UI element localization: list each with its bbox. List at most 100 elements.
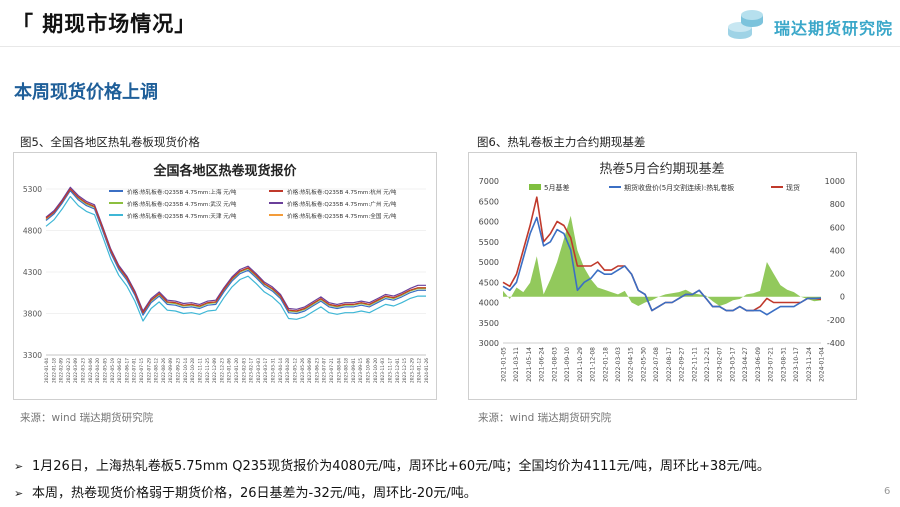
- x-tick-label: 2022-12-21: [704, 347, 711, 382]
- x-tick-label: 2021-08-03: [551, 347, 558, 382]
- x-tick-label: 2023-04-14: [278, 358, 284, 383]
- y-tick-label: 5500: [479, 238, 499, 247]
- y-tick-label: 6000: [479, 218, 499, 227]
- legend-swatch: [529, 184, 541, 190]
- figure-6-source: 来源：wind 瑞达期货研究院: [478, 412, 612, 424]
- y-tick-label: 5000: [479, 258, 499, 267]
- y2-tick-label: -200: [827, 316, 845, 325]
- x-tick-label: 2022-05-05: [102, 358, 108, 383]
- legend-label: 期货收盘价(5月交割连续):热轧卷板: [624, 183, 734, 192]
- x-tick-label: 2023-08-18: [344, 358, 350, 383]
- x-tick-label: 2023-12-01: [395, 358, 401, 383]
- x-tick-label: 2022-10-14: [183, 358, 189, 383]
- x-tick-label: 2022-09-27: [679, 347, 686, 382]
- logo-text: 瑞达期货研究院: [774, 19, 894, 38]
- figure-5-source: 来源：wind 瑞达期货研究院: [20, 412, 154, 424]
- basis-area: [503, 215, 821, 306]
- x-tick-label: 2022-09-23: [176, 358, 182, 383]
- x-tick-label: 2024-01-12: [417, 358, 423, 383]
- bullet-text: 1月26日，上海热轧卷板5.75mm Q235现货报价为4080元/吨，周环比+…: [32, 459, 770, 474]
- x-tick-label: 2022-01-18: [51, 358, 57, 383]
- y2-tick-label: 800: [830, 200, 845, 209]
- x-tick-label: 2022-02-23: [66, 358, 72, 383]
- x-tick-label: 2022-03-23: [81, 358, 87, 383]
- x-tick-label: 2022-11-25: [205, 358, 211, 383]
- section-title: 本周现货价格上调: [14, 82, 158, 103]
- x-tick-label: 2023-07-07: [322, 358, 328, 383]
- x-tick-label: 2022-08-12: [154, 358, 160, 383]
- y-tick-label: 3800: [23, 310, 42, 319]
- regional-spot-price-chart: 全国各地区热卷现货报价 5300 4800 4300 3800 33002022-01-0…: [23, 163, 430, 383]
- y-tick-label: 4300: [23, 268, 42, 277]
- legend-label: 价格:热轧板卷:Q235B 4.75mm:全国 元/吨: [287, 212, 397, 220]
- legend-label: 价格:热轧板卷:Q235B 4.75mm:杭州 元/吨: [287, 188, 397, 196]
- x-tick-label: 2022-02-09: [59, 358, 65, 383]
- figure-5-caption: 图5、全国各地区热轧卷板现货价格: [20, 135, 200, 149]
- bullet-item: ➢ 本周，热卷现货价格弱于期货价格，26日基差为-32元/吨，周环比-20元/吨。: [14, 482, 477, 501]
- x-tick-label: 2023-03-31: [271, 358, 277, 383]
- y-tick-label: 3300: [23, 351, 42, 360]
- x-tick-label: 2022-04-06: [88, 358, 94, 383]
- legend-label: 价格:热轧板卷:Q235B 4.75mm:天津 元/吨: [127, 212, 237, 220]
- x-tick-label: 2023-10-17: [793, 347, 800, 382]
- x-tick-label: 2023-11-24: [806, 347, 813, 382]
- y-tick-label: 4500: [479, 278, 499, 287]
- x-tick-label: 2022-07-01: [132, 358, 138, 383]
- x-tick-label: 2022-11-11: [691, 347, 698, 382]
- x-tick-label: 2022-04-20: [95, 358, 101, 383]
- chart-title: 全国各地区热卷现货报价: [152, 163, 297, 179]
- x-tick-label: 2023-06-09: [307, 358, 313, 383]
- y-tick-label: 3000: [479, 339, 499, 348]
- arrow-bullet-icon: ➢: [14, 487, 24, 500]
- x-tick-label: 2022-04-15: [628, 347, 635, 382]
- arrow-bullet-icon: ➢: [14, 460, 24, 473]
- y2-tick-label: 400: [830, 246, 845, 255]
- title-divider: [0, 46, 900, 47]
- x-tick-label: 2023-01-06: [227, 358, 233, 383]
- bullet-item: ➢ 1月26日，上海热轧卷板5.75mm Q235现货报价为4080元/吨，周环比…: [14, 455, 770, 474]
- x-tick-label: 2021-10-29: [577, 347, 584, 382]
- chart-title: 热卷5月合约期现基差: [599, 161, 724, 177]
- x-tick-label: 2021-05-14: [526, 347, 533, 382]
- legend-label: 价格:热轧板卷:Q235B 4.75mm:广州 元/吨: [287, 200, 397, 208]
- x-tick-label: 2022-07-08: [653, 347, 660, 382]
- x-tick-label: 2021-09-10: [564, 347, 571, 382]
- x-tick-label: 2022-12-23: [219, 358, 225, 383]
- x-tick-label: 2022-03-03: [615, 347, 622, 382]
- x-tick-label: 2023-07-21: [768, 347, 775, 382]
- y-tick-label: 6500: [479, 197, 499, 206]
- x-tick-label: 2023-09-01: [351, 358, 357, 383]
- x-tick-label: 2022-07-29: [146, 358, 152, 383]
- x-tick-label: 2023-10-06: [366, 358, 372, 383]
- x-tick-label: 2021-12-08: [590, 347, 597, 382]
- x-tick-label: 2021-03-11: [513, 347, 520, 382]
- series-line: [45, 189, 426, 315]
- figure-6-caption: 图6、热轧卷板主力合约期现基差: [477, 135, 646, 149]
- x-tick-label: 2023-01-20: [234, 358, 240, 383]
- coin-stack-icon: [728, 10, 763, 39]
- x-tick-label: 2023-06-09: [755, 347, 762, 382]
- y-tick-label: 4800: [23, 227, 42, 236]
- x-tick-label: 2022-07-15: [139, 358, 145, 383]
- x-tick-label: 2023-12-29: [409, 358, 415, 383]
- x-tick-label: 2023-11-03: [380, 358, 386, 383]
- legend-label: 现货: [786, 183, 800, 192]
- basis-chart: 热卷5月合约期现基差700065006000550050004500400035…: [479, 161, 845, 382]
- legend-label: 价格:热轧板卷:Q235B 4.75mm:上海 元/吨: [127, 188, 237, 196]
- y-tick-label: 5300: [23, 185, 42, 194]
- page-title: 「 期现市场情况」: [12, 12, 197, 36]
- x-tick-label: 2022-08-17: [666, 347, 673, 382]
- x-tick-label: 2022-05-30: [640, 347, 647, 382]
- series-line: [45, 188, 426, 314]
- page-number: 6: [884, 486, 891, 497]
- series-line: [502, 216, 822, 316]
- x-tick-label: 2022-06-02: [117, 358, 123, 383]
- x-tick-label: 2022-06-17: [124, 358, 130, 383]
- x-tick-label: 2023-05-12: [292, 358, 298, 383]
- x-tick-label: 2022-01-04: [44, 358, 50, 383]
- x-tick-label: 2023-09-15: [358, 358, 364, 383]
- x-tick-label: 2023-08-04: [336, 358, 342, 383]
- x-tick-label: 2023-12-15: [402, 358, 408, 383]
- regional-spot-price-chart-panel: 全国各地区热卷现货报价 5300 4800 4300 3800 3300 2022-01-0…: [13, 152, 437, 400]
- x-tick-label: 2023-05-26: [300, 358, 306, 383]
